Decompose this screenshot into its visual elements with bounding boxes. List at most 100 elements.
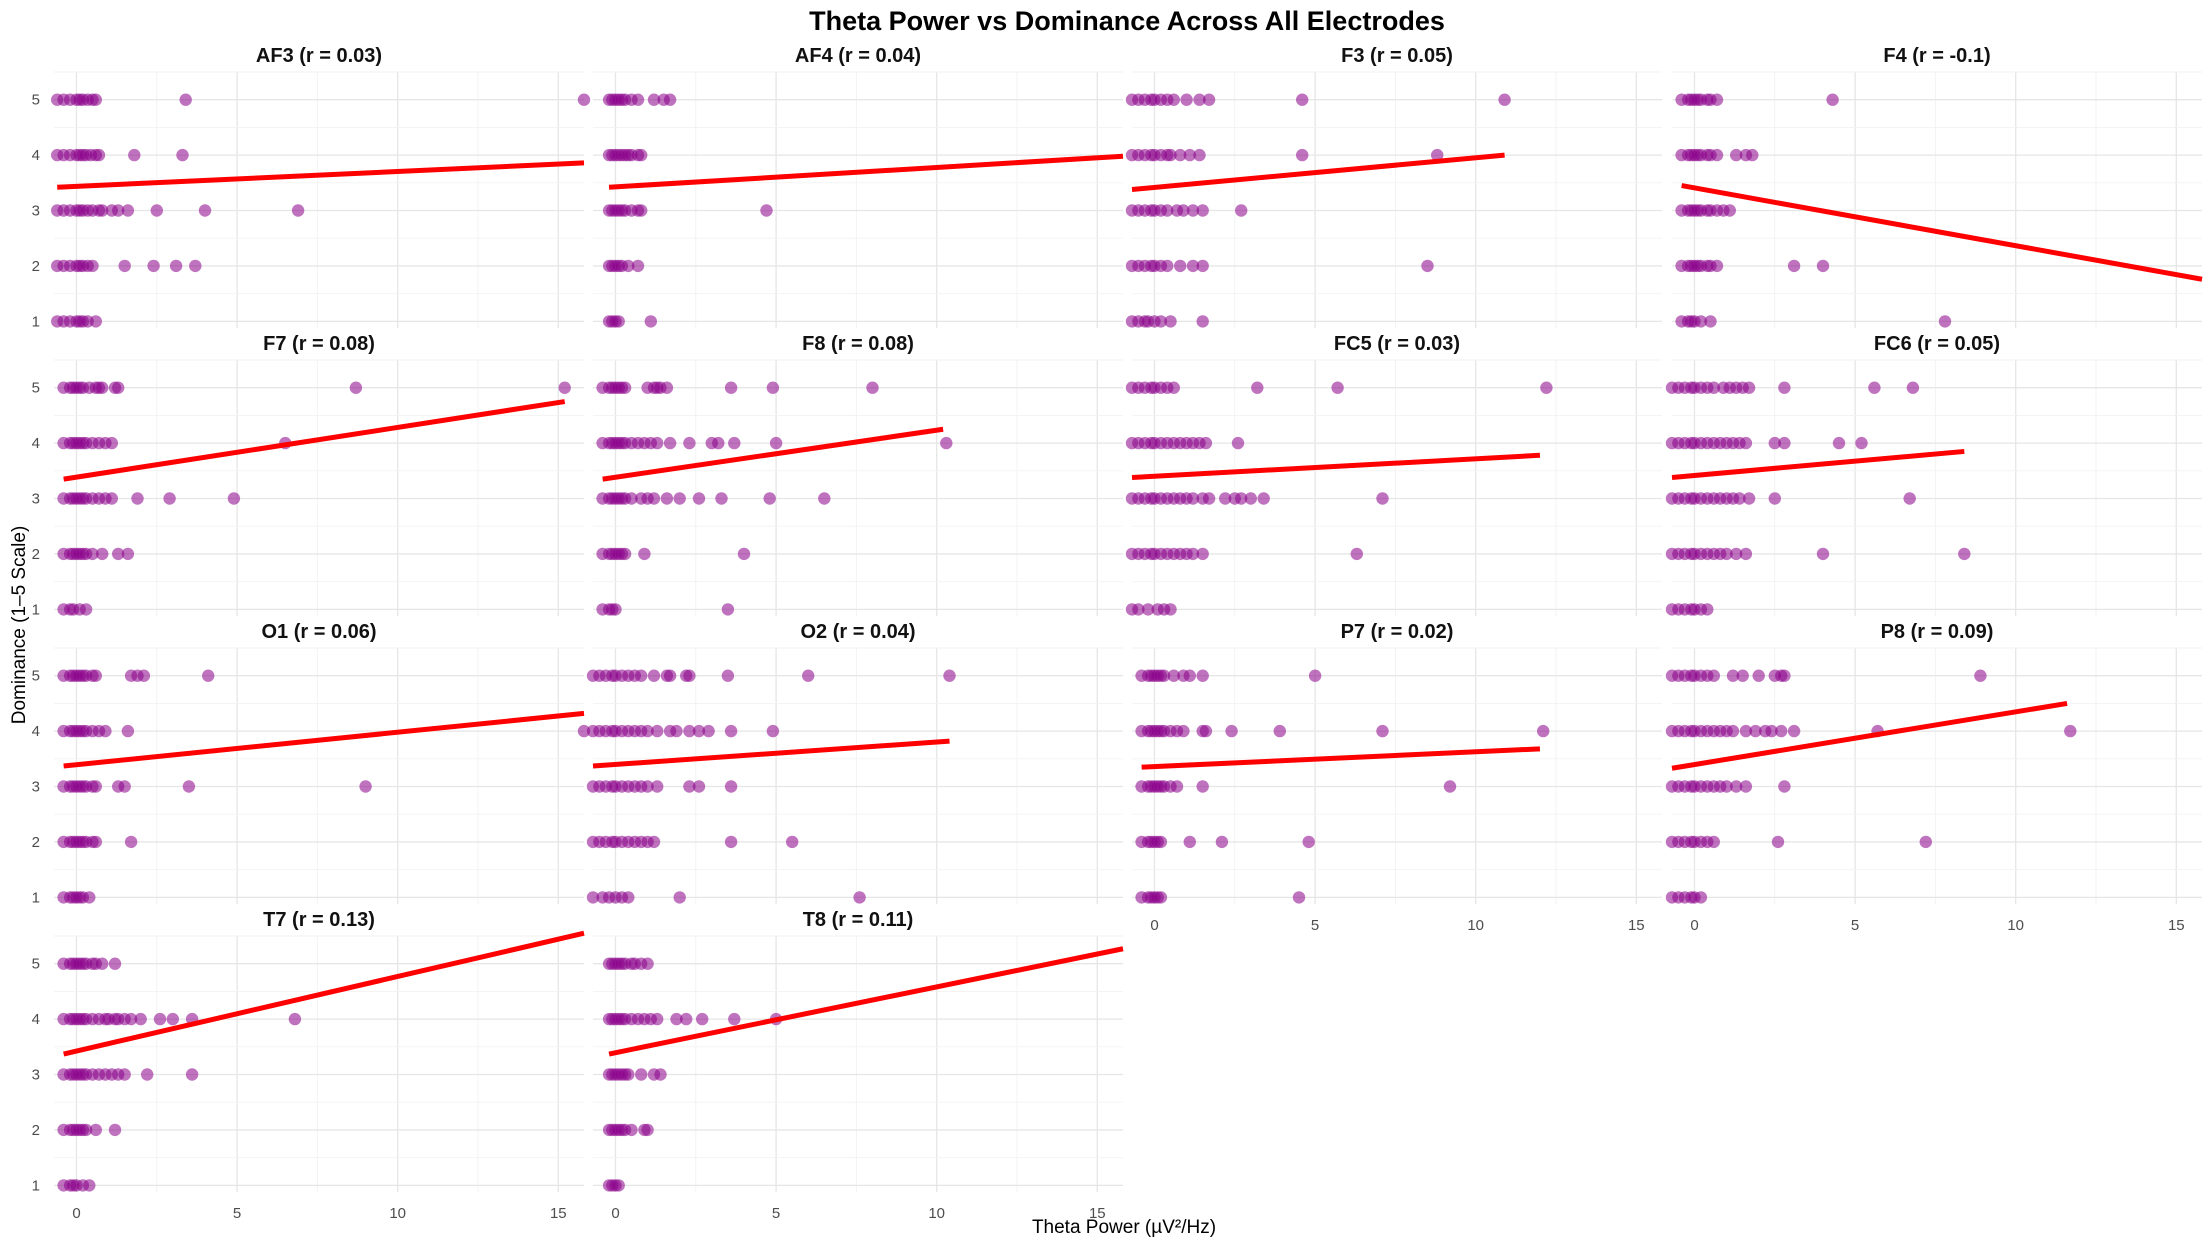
data-point [1132,603,1145,616]
panel-title: FC5 (r = 0.03) [1334,333,1460,355]
data-point [108,1123,122,1137]
data-point [185,1068,199,1081]
x-tick-label: 5 [772,1205,780,1222]
data-point [1958,547,1971,561]
data-point [89,669,103,682]
data-point [1739,724,1753,738]
data-point [134,1012,147,1026]
data-point [1938,315,1952,328]
data-point [1161,259,1174,273]
panel-title: P8 (r = 0.09) [1881,621,1994,643]
data-point [654,1068,667,1081]
data-point [1906,381,1920,394]
data-point [660,381,674,394]
scatter-points [1665,669,2077,904]
data-point [1771,835,1785,849]
data-point [1292,891,1306,904]
regression-line [57,160,585,190]
data-point [1231,436,1245,450]
data-point [1736,669,1749,682]
data-point [1164,603,1177,616]
data-point [1167,669,1181,682]
scatter-points [1135,669,1550,904]
x-tick-label: 10 [2007,917,2024,934]
data-point [1302,835,1315,849]
data-point [118,780,131,793]
data-point [1749,724,1762,738]
data-point [121,547,135,561]
data-point [763,492,776,505]
data-point [1752,669,1765,682]
data-point [227,492,241,505]
scatter-points [602,957,783,1192]
data-point [96,381,109,394]
data-point [866,381,879,394]
data-point [1202,93,1216,106]
data-point [769,436,783,450]
y-tick-label: 2 [32,834,40,851]
facet-panels: AF3 (r = 0.03) 1 2 3 4 5 AF4 (r = 0.04) F3 (r =… [32,45,2203,1222]
y-tick-label: 1 [32,313,40,330]
data-point [1376,492,1389,505]
facet-panel: FC6 (r = 0.05) [1665,333,2202,616]
data-point [1868,381,1881,394]
scatter-points [57,669,591,904]
data-point [1164,315,1177,328]
data-point [651,1012,664,1026]
data-point [651,724,664,738]
y-tick-label: 3 [32,779,40,796]
data-point [1768,492,1782,505]
y-tick-label: 4 [32,1011,40,1028]
data-point [558,381,571,394]
panel-title: T7 (r = 0.13) [263,909,375,931]
data-point [131,492,144,505]
facet-panel: F3 (r = 0.05) [1125,45,1662,328]
data-point [1733,492,1746,505]
data-point [673,492,686,505]
data-point [189,259,202,273]
data-point [89,835,103,849]
regression-line [63,399,566,482]
data-point [349,381,363,394]
data-point [1498,93,1511,106]
data-point [1710,148,1724,162]
data-point [641,780,654,793]
grid-lines [54,71,584,328]
data-point [728,436,741,450]
data-point [1720,547,1733,561]
data-point [1257,492,1270,505]
panel-title: F4 (r = -0.1) [1883,45,1990,67]
data-point [647,835,661,849]
facet-panel: P8 (r = 0.09) 0 5 10 15 [1665,621,2202,934]
data-point [163,492,176,505]
x-tick-label: 5 [233,1205,241,1222]
data-point [1710,259,1724,273]
data-point [1199,724,1213,738]
data-point [1141,603,1155,616]
data-point [612,1179,625,1192]
data-point [724,381,738,394]
data-point [1816,259,1830,273]
data-point [1164,148,1177,162]
data-point [79,603,93,616]
x-tick-label: 10 [928,1205,945,1222]
data-point [644,315,657,328]
panel-title: F7 (r = 0.08) [263,333,375,355]
data-point [202,669,215,682]
data-point [1376,724,1389,738]
data-point [1974,669,1987,682]
data-point [92,148,106,162]
data-point [1154,315,1168,328]
grid-lines [54,647,584,904]
regression-line [1671,700,2068,771]
data-point [943,669,956,682]
facet-panel: T7 (r = 0.13) 1 2 3 4 5 0 5 10 15 [32,909,585,1222]
data-point [89,780,103,793]
data-point [1235,204,1248,217]
data-point [166,1012,179,1026]
data-point [1537,724,1550,738]
data-point [89,1123,103,1137]
data-point [724,780,738,793]
data-point [647,669,661,682]
